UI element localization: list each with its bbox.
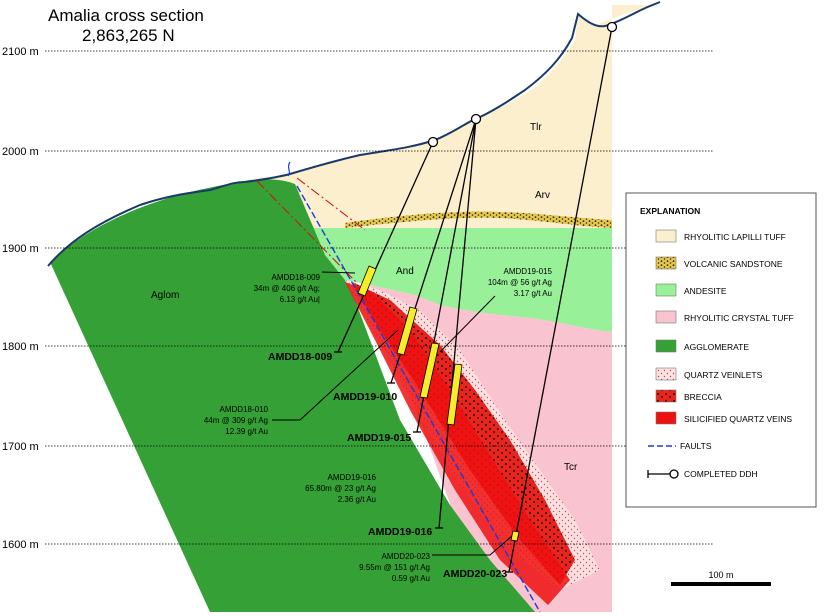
scale-bar-graphic [671,582,771,586]
unit-label-tcr: Tcr [564,462,578,473]
section-northing: 2,863,265 N [82,26,175,45]
fault-surface-trace [287,161,291,177]
unit-label-arv: Arv [535,190,550,201]
legend-label: SILICIFIED QUARTZ VEINS [684,414,792,424]
annotation-amdd19-016: AMDD19-016 65.80m @ 23 g/t Ag 2.36 g/t A… [305,473,376,504]
section-title: Amalia cross section [48,6,204,25]
elev-label-1800: 1800 m [2,341,39,353]
intercept-bar-amdd18-009 [357,265,377,297]
hole-label-amdd19-010: AMDD19-010 [333,391,397,403]
volcanic-sandstone-unit [345,211,612,228]
legend-label: QUARTZ VEINLETS [684,370,763,380]
annotation-line: 12.39 g/t Au [225,427,268,436]
intercept-annotations: AMDD18-009 34m @ 406 g/t Ag; 6.13 g/t Au… [204,267,553,583]
legend-label: RHYOLITIC CRYSTAL TUFF [684,313,794,323]
drill-trace-amdd19-016 [438,118,477,529]
collar-amdd18-009 [427,136,439,148]
unit-labels: Tlr Arv And Aglom Tcr [151,122,578,473]
legend-swatch-andesite [655,283,677,297]
scale-bar-label: 100 m [708,570,733,580]
callout-leaders [272,271,513,556]
leader-amdd18-009 [321,271,356,274]
faults [256,161,541,613]
legend-label: AGGLOMERATE [684,342,749,352]
annotation-line: 44m @ 309 g/t Ag [204,416,268,425]
annotation-line: AMDD18-010 [220,405,269,414]
leader-amdd20-023 [432,535,513,556]
andesite-unit [300,228,612,332]
collar-amdd19-010-015-016 [470,113,482,125]
elev-label-1700: 1700 m [2,441,39,453]
elev-label-1900: 1900 m [2,243,39,255]
collar-amdd20-023 [606,21,618,33]
legend-swatch-quartz-veinlets [655,367,677,381]
unit-label-aglom: Aglom [151,290,179,301]
annotation-amdd18-009: AMDD18-009 34m @ 406 g/t Ag; 6.13 g/t Au… [254,273,321,304]
legend-swatch-volcanic-sandstone [655,256,677,270]
annotation-line: AMDD20-023 [382,552,431,561]
elev-label-1600: 1600 m [2,539,39,551]
legend-swatch-silicified-veins [655,411,677,425]
elev-label-2100: 2100 m [2,46,39,58]
legend-label: RHYOLITIC LAPILLI TUFF [684,232,786,242]
fault-line-red-1 [256,180,357,283]
legend-swatch-breccia [655,389,677,403]
unit-label-tlr: Tlr [530,122,542,133]
hole-label-amdd18-009: AMDD18-009 [268,351,332,363]
intercept-bars [357,265,520,542]
annotation-line: AMDD18-009 [272,273,321,282]
legend-label: FAULTS [680,441,712,451]
legend-label: BRECCIA [684,392,722,402]
legend-swatch-ddh [647,469,679,479]
drill-trace-amdd18-009 [337,141,434,353]
legend-swatch-agglomerate [655,339,677,353]
intercept-bar-amdd20-023 [510,530,520,542]
legend-label: VOLCANIC SANDSTONE [684,259,783,269]
rhyolitic-lapilli-tuff-unit [250,5,660,228]
legend-swatch-lapilli-tuff [655,229,677,243]
annotation-line: 0.59 g/t Au [392,574,430,583]
annotation-line: 6.13 g/t Au| [280,295,320,304]
annotation-line: 3.17 g/t Au [514,289,552,298]
annotation-line: 2.36 g/t Au [338,495,376,504]
elev-label-2000: 2000 m [2,146,39,158]
intercept-bar-amdd19-016 [446,363,463,426]
annotation-line: AMDD19-016 [328,473,377,482]
unit-label-and: And [396,266,414,277]
legend-swatch-crystal-tuff [655,310,677,324]
annotation-amdd20-023: AMDD20-023 9.55m @ 151 g/t Ag 0.59 g/t A… [359,552,430,583]
leader-amdd19-015 [439,295,496,353]
elevation-grid [45,50,714,545]
hole-label-amdd19-015: AMDD19-015 [347,432,411,444]
legend-title: EXPLANATION [640,206,700,216]
annotation-line: 104m @ 56 g/t Ag [488,278,552,287]
intercept-bar-amdd19-010 [396,306,418,356]
scale-bar: 100 m [671,570,771,586]
geology-units [50,5,660,612]
legend-label: COMPLETED DDH [684,469,758,479]
hole-label-amdd19-016: AMDD19-016 [368,526,432,538]
intercept-bar-amdd19-015 [419,342,440,399]
leader-amdd18-010 [272,329,399,421]
legend: EXPLANATION RHYOLITIC LAPILLI TUFF VOLCA… [625,192,817,508]
annotation-line: 34m @ 406 g/t Ag; [254,284,320,293]
hole-label-amdd20-023: AMDD20-023 [443,568,507,580]
legend-label: ANDESITE [684,286,727,296]
drill-hole-labels: AMDD18-009 AMDD19-010 AMDD19-015 AMDD19-… [268,351,507,580]
annotation-amdd18-010: AMDD18-010 44m @ 309 g/t Ag 12.39 g/t Au [204,405,269,436]
drill-trace-amdd20-023 [508,26,613,573]
fault-line-main [296,185,541,613]
topography-line [47,1,661,267]
silicified-quartz-veins-zone [345,282,570,605]
annotation-amdd19-015: AMDD19-015 104m @ 56 g/t Ag 3.17 g/t Au [488,267,553,298]
agglomerate-unit [50,179,535,612]
annotation-line: 65.80m @ 23 g/t Ag [305,484,376,493]
annotation-line: AMDD19-015 [504,267,553,276]
fault-line-red-2 [296,177,366,231]
elevation-labels: 2100 m 2000 m 1900 m 1800 m 1700 m 1600 … [2,46,39,551]
annotation-line: 9.55m @ 151 g/t Ag [359,563,430,572]
